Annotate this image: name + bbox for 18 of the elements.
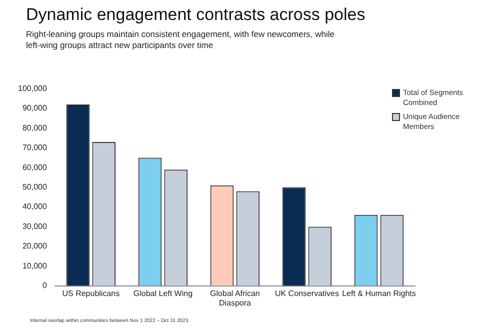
y-tick-label: 80,000 [22,123,48,132]
x-tick-label: Left & Human Rights [342,288,416,298]
x-tick-label: UK Conservatives [274,288,339,298]
y-tick-label: 50,000 [22,182,48,192]
y-tick-label: 30,000 [22,222,48,231]
y-tick-label: 0 [42,281,48,290]
y-tick-label: 60,000 [22,162,48,172]
x-tick-label: Global Left Wing [133,288,193,298]
y-tick-label: 40,000 [22,202,48,212]
y-tick-label: 20,000 [22,242,48,251]
y-tick-label: 70,000 [22,143,48,152]
y-tick-label: 100,000 [18,84,48,94]
y-tick-label: 90,000 [22,104,48,113]
chart-title: Dynamic engagement contrasts across poles [26,5,366,25]
chart-subtitle: Right-leaning groups maintain consistent engagement, with few newcomers, while left-wing groups attract new participants over time [26,29,336,51]
x-tick-label: US Republicans [62,288,120,298]
y-tick-label: 10,000 [22,261,48,270]
x-tick-label: Global African Diaspora [210,288,260,308]
